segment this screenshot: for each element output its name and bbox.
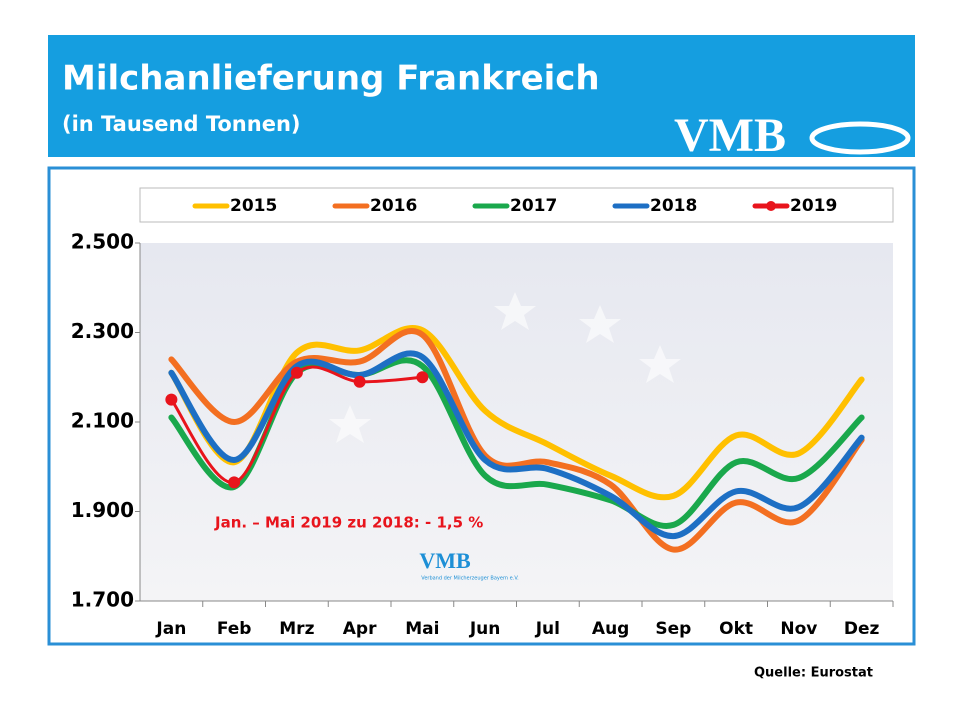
series-line — [169, 365, 424, 484]
point — [290, 366, 303, 379]
logo-swirl — [809, 121, 911, 155]
subtitle: (in Tausend Tonnen) — [62, 112, 301, 136]
star — [579, 305, 621, 343]
point — [353, 375, 366, 388]
y-tick-label: 2.100 — [71, 409, 134, 433]
title: Milchanlieferung Frankreich — [62, 59, 600, 99]
star — [494, 292, 536, 330]
header — [48, 35, 915, 157]
point — [416, 371, 429, 384]
y-tick-label: 2.300 — [71, 319, 134, 343]
x-tick-label: Apr — [343, 619, 377, 639]
chart-logo-caption: Verband der Milcherzeuger Bayern e.V. — [421, 576, 519, 582]
y-tick-label: 1.700 — [71, 588, 134, 612]
source: Quelle: Eurostat — [754, 666, 873, 681]
x-tick-label: Mai — [405, 619, 439, 639]
chart-logo: VMB — [419, 548, 471, 573]
annotation: Jan. – Mai 2019 zu 2018: - 1,5 % — [214, 514, 483, 532]
legend-label: 2015 — [230, 196, 277, 216]
star — [639, 345, 681, 383]
legend-label: 2018 — [650, 196, 697, 216]
series-line — [168, 328, 865, 553]
logo: VMB — [674, 109, 786, 162]
legend-label: 2019 — [790, 196, 837, 216]
x-tick-label: Okt — [719, 619, 753, 639]
star — [329, 405, 371, 443]
x-tick-label: Jul — [535, 619, 560, 639]
series-line — [168, 350, 865, 540]
legend-label: 2016 — [370, 196, 417, 216]
x-tick-label: Jun — [469, 619, 501, 639]
legend-marker — [766, 201, 776, 211]
x-tick-label: Feb — [217, 619, 252, 639]
point — [228, 476, 241, 489]
x-tick-label: Aug — [592, 619, 629, 639]
x-tick-label: Jan — [155, 619, 186, 639]
x-tick-label: Mrz — [279, 619, 314, 639]
x-tick-label: Nov — [780, 619, 817, 639]
legend-label: 2017 — [510, 196, 557, 216]
x-tick-label: Dez — [844, 619, 880, 639]
y-tick-label: 1.900 — [71, 498, 134, 522]
x-tick-label: Sep — [655, 619, 691, 639]
point — [165, 393, 178, 406]
y-tick-label: 2.500 — [71, 230, 134, 254]
